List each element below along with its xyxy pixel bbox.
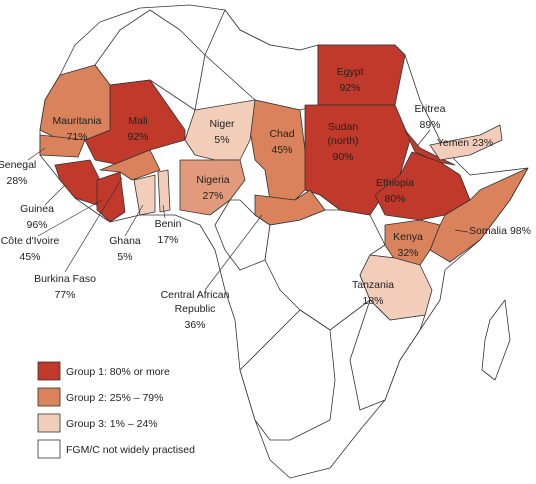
leader-line [27,147,46,161]
country-value: 5% [117,251,132,263]
country-label: Somalia 98% [469,225,531,237]
country-value: 5% [214,134,229,146]
country-value: 28% [6,175,27,187]
country-value: 98% [510,225,531,237]
country-label: Yemen 23% [437,137,493,149]
country-name: Eritrea [415,103,446,115]
country-value: 23% [472,137,493,149]
country-name: Côte d'Ivoire [1,235,60,247]
country-value: 45% [19,251,40,263]
legend: Group 1: 80% or more Group 2: 25% – 79% Gr… [37,361,195,459]
country-name: Chad [269,128,294,140]
leader-line [64,177,123,273]
country-shape [54,159,101,206]
leader-line [124,204,144,237]
country-name: Mauritania [52,115,101,127]
leader-line [417,129,431,146]
country-name: Tanzania [352,279,394,291]
country-shape [39,64,111,141]
country-shape [384,219,441,266]
legend-label: Group 1: 80% or more [66,366,170,378]
legend-swatch [37,361,61,381]
country-name: (north) [328,135,359,147]
country-name: Mali [128,115,147,127]
country-name: Somalia [469,225,507,237]
legend-swatch [37,439,61,459]
leader-line [37,199,103,237]
country-shape [254,189,326,226]
country-name: Niger [209,118,235,130]
country-shape [133,174,156,216]
legend-label: Group 2: 25% – 79% [66,392,163,404]
country-value: 90% [332,151,353,163]
leader-line [162,204,166,219]
legend-swatch [37,413,61,433]
country-shape [404,129,456,166]
legend-swatch [37,387,61,407]
country-shape [429,124,503,161]
country-value: 96% [26,219,47,231]
country-value: 18% [362,295,383,307]
country-name: Senegal [0,159,36,171]
country-value: 92% [339,82,360,94]
country-value: 32% [397,247,418,259]
madagascar [481,299,511,381]
leader-line [454,229,469,233]
country-value: 17% [157,234,178,246]
country-name: Ghana [109,235,141,247]
country-name: Kenya [393,231,423,243]
country-shape [359,254,433,321]
country-name: Benin [155,218,182,230]
legend-label: Group 3: 1% – 24% [66,418,158,430]
leader-lines [27,129,469,291]
country-name: Egypt [337,66,364,78]
country-shape [39,134,86,158]
country-shape [239,309,336,441]
country-shape [99,149,161,181]
country-name: Central African [161,289,230,301]
country-value: 92% [127,131,148,143]
country-name: Republic [175,303,216,315]
country-shape [374,151,471,221]
country-value: 45% [271,144,292,156]
countries [39,44,529,321]
country-value: 89% [419,119,440,131]
country-name: Guinea [20,203,54,215]
leader-line [204,214,263,291]
country-value: 27% [202,190,223,202]
leader-line [44,184,66,206]
country-shape [157,169,171,213]
country-value: 36% [184,319,205,331]
legend-label: FGM/C not widely practised [66,444,195,456]
country-name: Yemen [437,137,469,149]
country-name: Nigeria [196,174,229,186]
country-value: 80% [384,193,405,205]
country-value: 77% [54,289,75,301]
country-name: Burkina Faso [34,273,96,285]
labels: Egypt 92% Sudan (north) 90% Eritrea 89% Yemen 23… [0,66,531,331]
country-name: Sudan [328,121,359,133]
country-shape [317,44,406,106]
country-shape [179,159,246,216]
country-name: Ethiopia [376,177,414,189]
country-value: 71% [66,131,87,143]
